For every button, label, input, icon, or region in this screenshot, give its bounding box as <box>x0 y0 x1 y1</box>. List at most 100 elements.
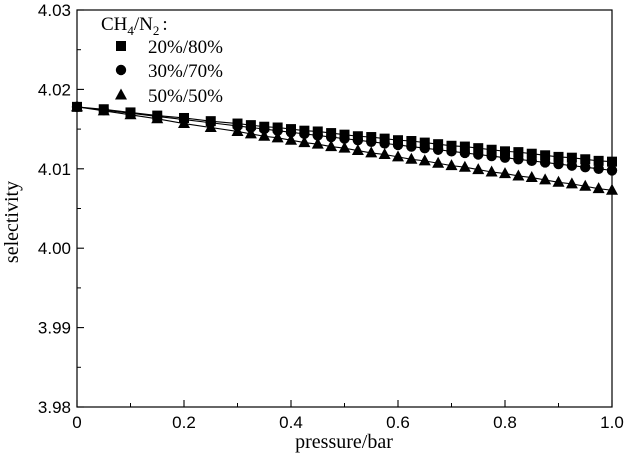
data-point-circle <box>379 138 390 149</box>
data-point-triangle <box>485 165 498 177</box>
data-point-triangle <box>178 117 190 129</box>
y-tick-label: 4.01 <box>38 160 71 179</box>
data-point-triangle <box>271 131 284 143</box>
data-point-triangle <box>458 160 471 172</box>
ticks-layer: 0 0.2 0.4 0.6 0.8 1.0 3.98 3.99 4.00 4.01 4.02 4.03 <box>38 1 624 432</box>
y-tick-label: 4.03 <box>38 1 71 20</box>
legend-title: CH4/N2: <box>101 14 168 38</box>
data-point-triangle <box>512 169 525 181</box>
data-point-square <box>500 146 510 157</box>
data-point-circle <box>539 157 551 168</box>
x-tick-label: 0.8 <box>493 413 517 432</box>
data-point-triangle <box>525 171 538 183</box>
data-point-circle <box>513 154 524 165</box>
data-point-circle <box>432 144 444 155</box>
data-point-circle <box>526 155 537 167</box>
data-point-triangle <box>258 129 271 141</box>
data-point-circle <box>486 150 497 162</box>
data-point-triangle <box>592 182 605 194</box>
data-point-square <box>433 139 444 150</box>
data-point-square <box>473 143 484 154</box>
data-point-square <box>553 151 564 162</box>
x-tick-label: 0.4 <box>279 413 303 432</box>
legend-label: 50%/50% <box>148 86 223 107</box>
data-point-triangle <box>552 175 565 187</box>
data-point-triangle <box>298 136 311 148</box>
data-point-circle <box>580 162 591 173</box>
data-point-triangle <box>204 121 217 133</box>
data-point-triangle <box>579 179 592 191</box>
data-point-square <box>486 144 497 155</box>
data-point-triangle <box>151 112 164 124</box>
data-point-circle <box>299 128 310 140</box>
data-point-circle <box>339 133 350 144</box>
x-tick-label: 0.6 <box>386 413 410 432</box>
series-markers <box>71 100 618 195</box>
data-point-square <box>607 156 617 167</box>
x-axis-title: pressure/bar <box>295 431 393 453</box>
data-point-circle <box>553 158 564 170</box>
data-point-triangle <box>311 137 324 149</box>
data-point-circle <box>566 160 578 171</box>
data-point-triangle <box>432 156 445 168</box>
data-point-triangle <box>351 144 364 156</box>
legend-label: 20%/80% <box>148 37 223 58</box>
data-point-circle <box>446 146 457 157</box>
legend-marker-square <box>116 41 126 51</box>
data-point-circle <box>406 141 417 152</box>
data-point-square <box>526 148 537 159</box>
data-point-triangle <box>472 163 485 175</box>
data-point-square <box>580 154 591 165</box>
data-point-triangle <box>565 177 578 189</box>
data-point-circle <box>312 130 323 141</box>
data-point-triangle <box>539 173 552 185</box>
data-point-triangle <box>499 167 511 179</box>
data-point-circle <box>499 152 511 163</box>
y-tick-label: 4.00 <box>38 239 71 258</box>
data-point-circle <box>285 127 297 138</box>
x-tick-label: 0 <box>72 413 81 432</box>
data-point-circle <box>593 163 604 174</box>
data-point-triangle <box>405 152 418 164</box>
legend-marker-triangle <box>115 88 127 100</box>
data-point-circle <box>606 165 618 176</box>
data-point-circle <box>366 136 377 148</box>
y-tick-label: 3.99 <box>38 319 71 338</box>
data-point-circle <box>392 139 404 151</box>
data-point-triangle <box>392 150 404 162</box>
legend-marker-circle <box>115 64 127 76</box>
data-point-triangle <box>365 146 378 158</box>
data-point-square <box>513 147 524 158</box>
data-point-triangle <box>285 133 297 145</box>
data-point-triangle <box>445 159 458 171</box>
data-point-square <box>540 150 551 161</box>
y-tick-label: 3.98 <box>38 398 71 417</box>
data-point-square <box>593 155 604 166</box>
legend: CH4/N2: 20%/80% 30%/70% 50%/50% <box>101 14 223 107</box>
data-point-circle <box>272 125 283 136</box>
x-tick-label: 0.2 <box>172 413 196 432</box>
data-point-circle <box>325 131 337 143</box>
data-point-square <box>459 141 470 152</box>
data-point-square <box>419 137 430 148</box>
data-point-triangle <box>418 154 431 166</box>
data-point-circle <box>459 147 471 159</box>
data-point-triangle <box>338 141 351 153</box>
y-tick-label: 4.02 <box>38 80 71 99</box>
data-point-triangle <box>231 124 244 136</box>
data-point-triangle <box>124 108 137 120</box>
data-point-circle <box>473 149 484 160</box>
data-point-triangle <box>71 100 83 112</box>
legend-items: 20%/80% 30%/70% 50%/50% <box>115 37 223 107</box>
data-point-square <box>446 140 457 151</box>
legend-label: 30%/70% <box>148 61 223 82</box>
data-point-circle <box>259 123 270 135</box>
data-point-triangle <box>606 183 618 195</box>
data-point-triangle <box>97 104 110 116</box>
data-point-triangle <box>244 127 257 139</box>
data-point-circle <box>352 135 364 146</box>
y-axis-title: selectivity <box>1 181 23 263</box>
data-point-square <box>566 152 577 163</box>
